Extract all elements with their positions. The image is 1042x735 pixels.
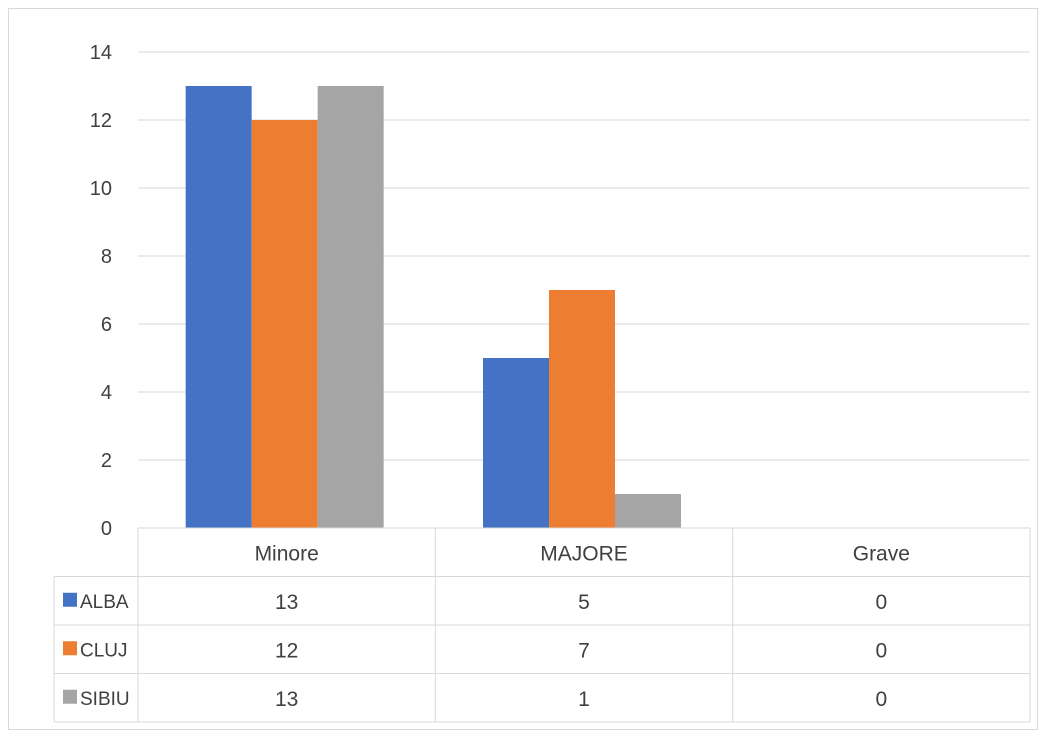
bar-sibiu-majore — [615, 494, 681, 528]
category-label: Grave — [853, 542, 910, 565]
category-label: Minore — [255, 542, 319, 565]
legend-label-alba: ALBA — [80, 592, 129, 613]
legend-swatch-cluj — [63, 641, 77, 656]
data-cell-value: 12 — [275, 639, 298, 662]
category-label: MAJORE — [540, 542, 628, 565]
data-cell-value: 7 — [578, 639, 590, 662]
data-cell-value: 5 — [578, 591, 590, 614]
y-axis-ticks: 0 2 4 6 8 10 12 14 — [90, 42, 112, 540]
bar-sibiu-minore — [317, 86, 384, 528]
legend-swatch-sibiu — [63, 689, 77, 704]
bar-alba-minore — [185, 86, 252, 528]
data-cell-value: 0 — [875, 688, 887, 711]
y-tick-label: 8 — [101, 246, 112, 268]
legend-swatch-alba — [63, 592, 77, 607]
data-cell-value: 1 — [578, 688, 590, 711]
legend-label-cluj: CLUJ — [80, 640, 128, 661]
bar-cluj-minore — [251, 120, 318, 528]
legend-label-sibiu: SIBIU — [80, 689, 130, 710]
bars — [185, 86, 681, 528]
y-tick-label: 12 — [90, 110, 112, 132]
bar-cluj-majore — [549, 290, 615, 528]
data-cell-value: 0 — [875, 639, 887, 662]
data-table: Minore MAJORE Grave ALBA 13 5 0 CLUJ 12 7 0 SIBIU 13… — [53, 527, 1031, 723]
y-tick-label: 4 — [101, 382, 112, 404]
y-tick-label: 10 — [90, 178, 112, 200]
bar-alba-majore — [483, 358, 549, 528]
y-tick-label: 14 — [90, 42, 112, 64]
data-cell-value: 13 — [275, 688, 298, 711]
y-tick-label: 6 — [101, 314, 112, 336]
data-cell-value: 13 — [275, 591, 298, 614]
y-tick-label: 0 — [101, 518, 112, 540]
data-cell-value: 0 — [875, 591, 887, 614]
y-tick-label: 2 — [101, 450, 112, 472]
